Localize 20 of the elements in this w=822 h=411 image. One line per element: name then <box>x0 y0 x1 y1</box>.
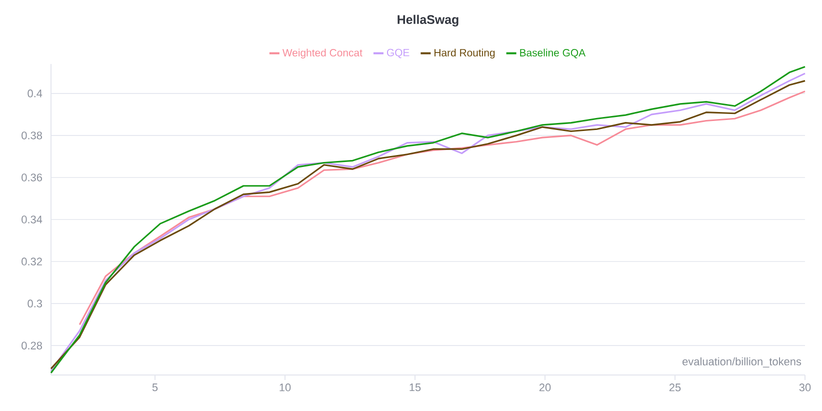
x-tick-label: 5 <box>152 384 158 392</box>
legend-label: GQE <box>386 48 410 58</box>
legend-label: Baseline GQA <box>520 48 586 58</box>
legend-label: Hard Routing <box>434 48 495 58</box>
y-tick-label: 0.34 <box>22 216 42 224</box>
y-tick-label: 0.36 <box>22 174 42 182</box>
x-axis-title: evaluation/billion_tokens <box>682 357 802 368</box>
y-tick-label: 0.28 <box>22 342 42 350</box>
line-series <box>78 90 806 326</box>
x-tick-label: 20 <box>539 384 551 392</box>
y-tick-label: 0.38 <box>22 132 42 140</box>
chart-title: HellaSwag <box>398 14 458 26</box>
y-tick-label: 0.3 <box>28 300 42 308</box>
legend-label: Weighted Concat <box>282 48 362 58</box>
y-tick-label: 0.4 <box>28 90 42 98</box>
x-tick-label: 30 <box>799 384 811 392</box>
x-tick-label: 15 <box>410 384 421 392</box>
x-tick-label: 25 <box>669 384 681 392</box>
x-tick-label: 10 <box>280 384 291 392</box>
y-tick-label: 0.32 <box>22 258 42 266</box>
